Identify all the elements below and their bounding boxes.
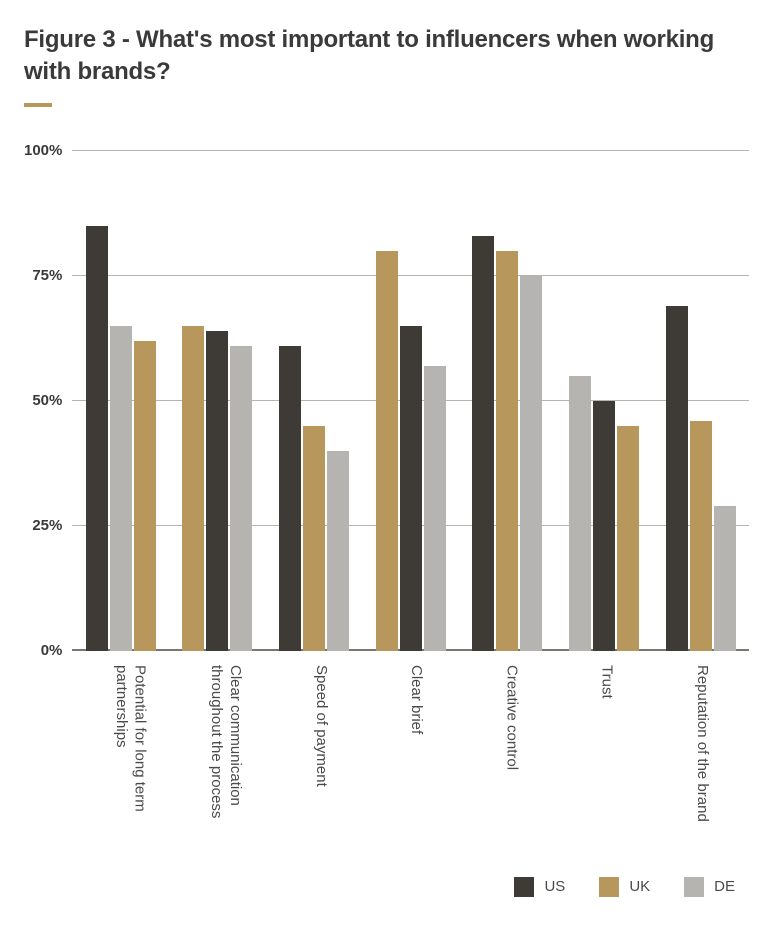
x-label: Creative control <box>502 665 521 770</box>
chart-area: 100%75%50%25%0% <box>24 151 749 651</box>
bar <box>666 306 688 651</box>
x-axis: Potential for long term partnerships Clea… <box>24 665 749 855</box>
bar <box>279 346 301 651</box>
legend-label: DE <box>714 878 735 895</box>
legend-label: UK <box>629 878 650 895</box>
legend-item: UK <box>599 877 650 897</box>
bar-group <box>556 151 653 651</box>
bar <box>593 401 615 651</box>
x-label-cell: Reputation of the brand <box>654 665 749 855</box>
bar-group <box>169 151 266 651</box>
bar <box>327 451 349 651</box>
bar-group <box>362 151 459 651</box>
plot-area <box>72 151 749 651</box>
bar <box>690 421 712 651</box>
chart: 100%75%50%25%0% Potential for long term … <box>24 151 749 897</box>
legend-label: US <box>544 878 565 895</box>
accent-rule <box>24 103 52 107</box>
x-axis-spacer <box>24 665 82 855</box>
legend-swatch <box>684 877 704 897</box>
bar <box>230 346 252 651</box>
y-axis: 100%75%50%25%0% <box>24 151 72 651</box>
bar-groups <box>72 151 749 651</box>
bar <box>617 426 639 651</box>
x-label: Potential for long term partnerships <box>111 665 149 855</box>
legend-item: DE <box>684 877 735 897</box>
x-label: Speed of payment <box>311 665 330 787</box>
x-label: Reputation of the brand <box>692 665 711 822</box>
x-axis-labels: Potential for long term partnerships Clea… <box>82 665 749 855</box>
legend-swatch <box>514 877 534 897</box>
bar-group <box>652 151 749 651</box>
x-label: Trust <box>597 665 616 699</box>
bar <box>303 426 325 651</box>
bar <box>134 341 156 651</box>
x-label-cell: Clear communication throughout the proce… <box>178 665 273 855</box>
bar <box>520 276 542 651</box>
bar-group <box>459 151 556 651</box>
x-label-cell: Creative control <box>463 665 558 855</box>
bar <box>376 251 398 651</box>
bar <box>110 326 132 651</box>
bar <box>472 236 494 651</box>
bar <box>424 366 446 651</box>
bar <box>206 331 228 651</box>
x-label-cell: Clear brief <box>368 665 463 855</box>
bar <box>496 251 518 651</box>
legend-swatch <box>599 877 619 897</box>
legend-item: US <box>514 877 565 897</box>
x-label: Clear brief <box>406 665 425 734</box>
x-label: Clear communication throughout the proce… <box>206 665 244 855</box>
x-label-cell: Trust <box>559 665 654 855</box>
bar <box>86 226 108 651</box>
bar <box>182 326 204 651</box>
bar <box>400 326 422 651</box>
chart-title: Figure 3 - What's most important to infl… <box>24 24 749 89</box>
bar-group <box>72 151 169 651</box>
bar <box>714 506 736 651</box>
x-label-cell: Potential for long term partnerships <box>82 665 177 855</box>
bar <box>569 376 591 651</box>
legend: US UK DE <box>24 877 749 897</box>
x-label-cell: Speed of payment <box>273 665 368 855</box>
bar-group <box>266 151 363 651</box>
